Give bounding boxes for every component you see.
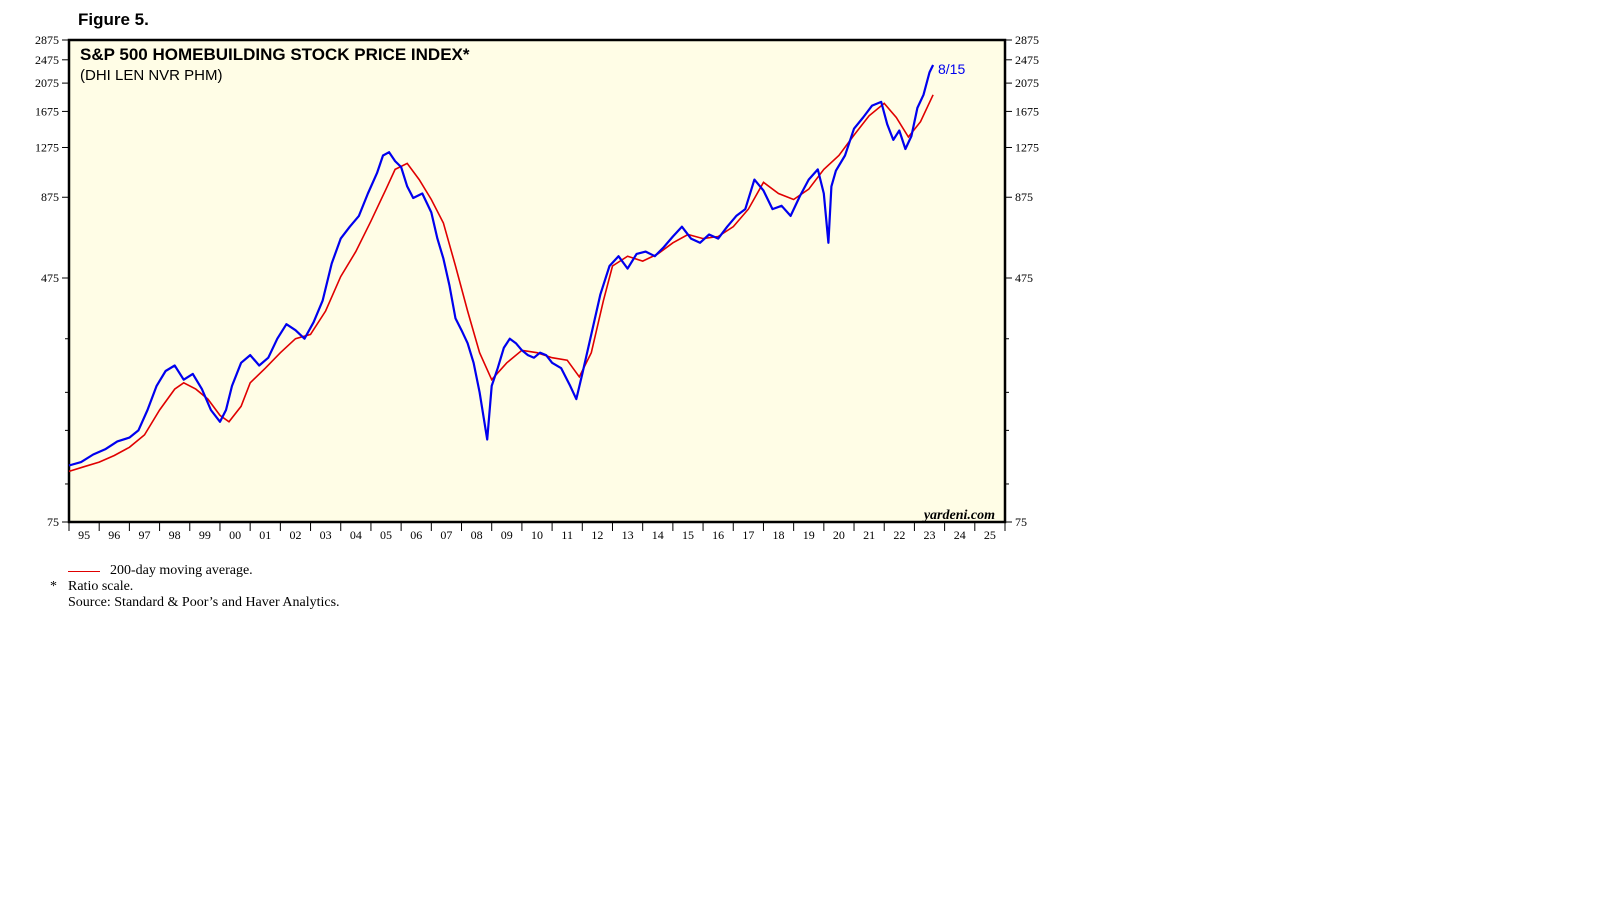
chart-subtitle: (DHI LEN NVR PHM) (80, 67, 223, 84)
y-tick-label-right: 2075 (1015, 76, 1039, 90)
y-tick-label-left: 75 (47, 515, 59, 529)
x-tick-label: 98 (169, 528, 181, 542)
chart-notes: 200-day moving average. * Ratio scale. S… (50, 563, 340, 611)
x-tick-label: 16 (712, 528, 724, 542)
x-tick-label: 20 (833, 528, 845, 542)
x-tick-label: 00 (229, 528, 241, 542)
x-tick-label: 08 (471, 528, 483, 542)
y-tick-label-left: 2475 (35, 53, 59, 67)
x-tick-label: 18 (773, 528, 785, 542)
chart-title: S&P 500 HOMEBUILDING STOCK PRICE INDEX* (80, 45, 470, 64)
x-tick-label: 17 (742, 528, 754, 542)
y-tick-label-right: 2875 (1015, 33, 1039, 47)
x-tick-label: 03 (320, 528, 332, 542)
x-tick-label: 07 (440, 528, 452, 542)
y-tick-label-left: 2875 (35, 33, 59, 47)
x-tick-label: 09 (501, 528, 513, 542)
x-tick-label: 19 (803, 528, 815, 542)
y-tick-label-right: 75 (1015, 515, 1027, 529)
x-tick-label: 14 (652, 528, 664, 542)
x-tick-label: 12 (591, 528, 603, 542)
legend-moving-average: 200-day moving average. (50, 563, 340, 579)
x-tick-label: 06 (410, 528, 422, 542)
x-tick-label: 22 (893, 528, 905, 542)
y-tick-label-right: 2475 (1015, 53, 1039, 67)
x-tick-label: 13 (622, 528, 634, 542)
x-tick-label: 99 (199, 528, 211, 542)
x-tick-label: 05 (380, 528, 392, 542)
x-tick-label: 97 (138, 528, 150, 542)
x-tick-label: 21 (863, 528, 875, 542)
y-tick-label-left: 1275 (35, 140, 59, 154)
y-tick-label-right: 875 (1015, 190, 1033, 204)
y-tick-label-right: 1275 (1015, 140, 1039, 154)
source-note: Source: Standard & Poor’s and Haver Anal… (50, 595, 340, 611)
ratio-scale-text: Ratio scale. (68, 579, 134, 594)
price-index-line (68, 64, 935, 467)
x-tick-label: 96 (108, 528, 120, 542)
x-tick-label: 24 (954, 528, 966, 542)
y-tick-label-left: 2075 (35, 76, 59, 90)
y-tick-label-left: 1675 (35, 104, 59, 118)
source-text: Source: Standard & Poor’s and Haver Anal… (68, 595, 340, 610)
x-tick-label: 15 (682, 528, 694, 542)
moving-average-line (68, 94, 934, 473)
figure-label: Figure 5. (78, 10, 149, 29)
ratio-scale-note: * Ratio scale. (50, 579, 340, 595)
last-date-label: 8/15 (938, 61, 965, 77)
x-tick-label: 02 (289, 528, 301, 542)
legend-label: 200-day moving average. (110, 563, 253, 578)
plot-area (67, 38, 1007, 524)
x-tick-label: 95 (78, 528, 90, 542)
y-tick-label-right: 475 (1015, 271, 1033, 285)
x-tick-label: 11 (561, 528, 573, 542)
y-tick-label-left: 875 (41, 190, 59, 204)
x-tick-label: 23 (924, 528, 936, 542)
x-tick-label: 04 (350, 528, 362, 542)
x-tick-label: 01 (259, 528, 271, 542)
source-credit: yardeni.com (922, 508, 995, 523)
y-tick-label-left: 475 (41, 271, 59, 285)
legend-swatch-red-line (68, 570, 100, 572)
x-tick-label: 25 (984, 528, 996, 542)
y-tick-label-right: 1675 (1015, 104, 1039, 118)
x-tick-label: 10 (531, 528, 543, 542)
asterisk-mark: * (50, 579, 57, 594)
